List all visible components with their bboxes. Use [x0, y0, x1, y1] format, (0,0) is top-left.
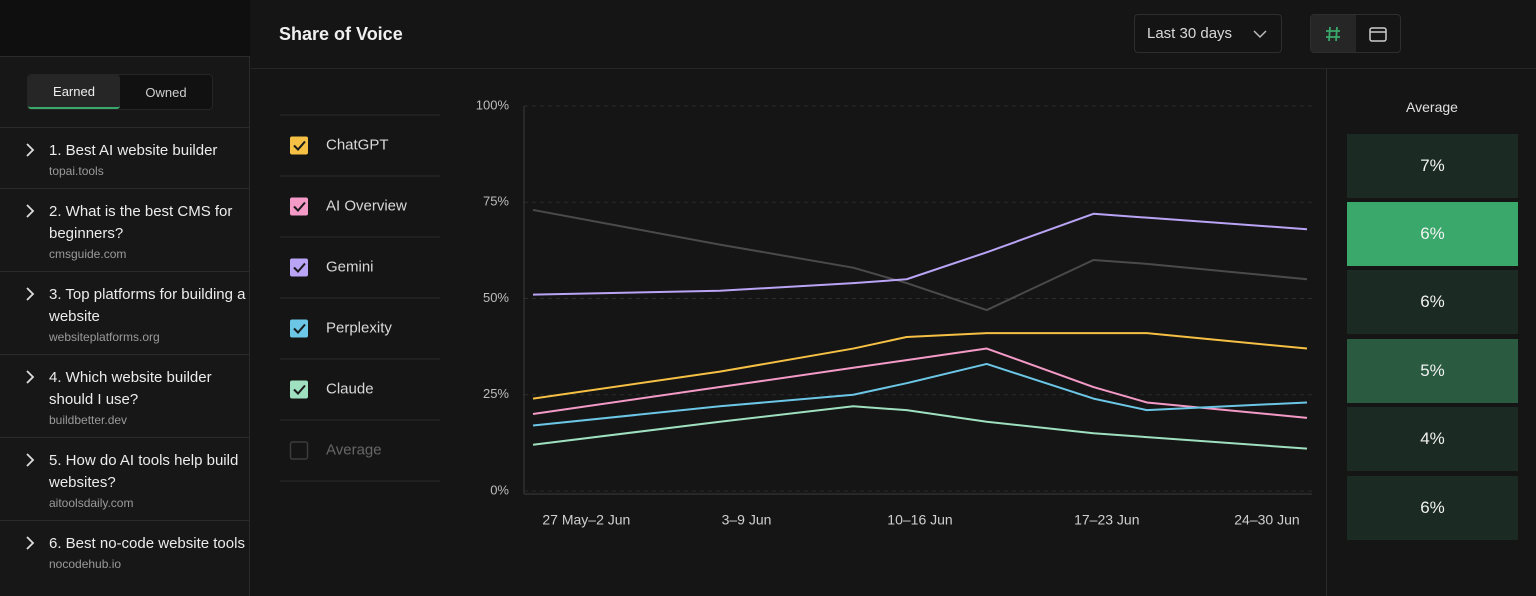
- average-tile: 4%: [1347, 407, 1518, 471]
- prompt-domain: cmsguide.com: [49, 247, 127, 261]
- tab[interactable]: Earned: [28, 75, 120, 109]
- chevron-icon: [26, 287, 35, 301]
- x-tick-label: 10–16 Jun: [887, 512, 952, 528]
- series-line: [532, 362, 1308, 427]
- prompt-item[interactable]: 3. Top platforms for building a website w…: [0, 271, 249, 354]
- prompt-title: 6. Best no-code website tools: [49, 535, 245, 552]
- chevron-icon: [26, 536, 35, 550]
- check-mark: [293, 140, 306, 151]
- chevron-icon: [26, 370, 35, 384]
- range-dropdown[interactable]: Last 30 days: [1134, 14, 1282, 53]
- legend-label: Claude: [326, 380, 374, 397]
- checkbox: [289, 441, 309, 460]
- prompt-domain: buildbetter.dev: [49, 413, 128, 427]
- prompt-item[interactable]: 5. How do AI tools help build websites? a…: [0, 437, 249, 520]
- legend-item[interactable]: ChatGPT: [290, 136, 389, 155]
- y-tick-label: 100%: [476, 97, 510, 112]
- average-tile: 6%: [1347, 476, 1518, 540]
- prompt-domain: websiteplatforms.org: [49, 330, 160, 344]
- check-mark: [293, 201, 306, 212]
- checkbox: [290, 197, 308, 216]
- average-tile: 5%: [1347, 339, 1518, 403]
- check-mark: [293, 262, 306, 273]
- prompt-item[interactable]: 4. Which website builder should I use? bu…: [0, 354, 249, 437]
- checkbox: [290, 136, 308, 155]
- view-toggle: [1310, 14, 1401, 53]
- legend-label: AI Overview: [326, 197, 407, 214]
- chart: 0% 25% 50% 75% 100% 27 May–2 Jun 3–9 Jun 10–16 …: [280, 97, 1312, 528]
- prompt-title: 4. Which website builder should I use?: [49, 369, 212, 408]
- legend-item[interactable]: Average: [289, 441, 382, 460]
- chevron-icon: [26, 143, 35, 157]
- average-title: Average: [1406, 99, 1458, 115]
- legend-item[interactable]: AI Overview: [290, 197, 407, 216]
- legend-item[interactable]: Perplexity: [290, 319, 392, 338]
- range-label: Last 30 days: [1147, 25, 1233, 42]
- average-tile: 6%: [1347, 202, 1518, 266]
- prompt-domain: topai.tools: [49, 164, 104, 178]
- check-mark: [293, 323, 306, 334]
- prompt-item[interactable]: 2. What is the best CMS for beginners? cm…: [0, 188, 249, 271]
- series-line: [532, 347, 1308, 419]
- page-title: Share of Voice: [279, 24, 403, 44]
- prompt-item[interactable]: 1. Best AI website builder topai.tools: [0, 127, 249, 188]
- y-tick-label: 50%: [483, 290, 509, 305]
- checkbox: [290, 258, 308, 277]
- series-line: [532, 212, 1308, 296]
- y-tick-label: 25%: [483, 386, 509, 401]
- chevron-icon: [26, 204, 35, 218]
- prompt-domain: nocodehub.io: [49, 557, 122, 571]
- y-tick-label: 75%: [483, 194, 509, 209]
- top-left-bar: [0, 0, 250, 56]
- average-tile: 7%: [1347, 134, 1518, 198]
- calendar-button[interactable]: [1356, 15, 1401, 52]
- series-line: [532, 405, 1308, 450]
- check-mark: [293, 384, 306, 395]
- checkbox: [290, 380, 308, 399]
- prompt-title: 3. Top platforms for building a website: [49, 286, 246, 325]
- prompt-title: 1. Best AI website builder: [49, 142, 218, 159]
- legend-label: Perplexity: [326, 319, 392, 336]
- series-line: [532, 332, 1308, 400]
- legend-label: Average: [326, 441, 382, 458]
- legend-item[interactable]: Claude: [290, 380, 374, 399]
- hash-icon: [1326, 26, 1341, 41]
- prompt-title: 5. How do AI tools help build websites?: [49, 452, 239, 491]
- sidebar: Earned Owned 1. Best AI website builder to…: [0, 56, 250, 596]
- tab-group: Earned Owned: [27, 74, 213, 110]
- checkbox: [290, 319, 308, 338]
- header-divider: [251, 68, 1536, 69]
- average-panel: Average 7% 6% 6% 5% 4% 6%: [1326, 69, 1536, 596]
- series-line: [532, 208, 1308, 312]
- prompt-domain: aitoolsdaily.com: [49, 496, 134, 510]
- legend-label: Gemini: [326, 258, 374, 275]
- chevron-icon: [1253, 30, 1267, 39]
- tab[interactable]: Owned: [145, 84, 187, 100]
- prompt-item[interactable]: 6. Best no-code website tools nocodehub.i…: [0, 520, 249, 581]
- x-tick-label: 27 May–2 Jun: [542, 512, 630, 528]
- x-tick-label: 3–9 Jun: [722, 512, 772, 528]
- chevron-icon: [26, 453, 35, 467]
- hash-button[interactable]: [1311, 15, 1356, 52]
- average-tile: 6%: [1347, 270, 1518, 334]
- prompt-list: 1. Best AI website builder topai.tools 2. …: [0, 127, 249, 581]
- prompt-title: 2. What is the best CMS for beginners?: [49, 203, 233, 242]
- calendar-icon: [1369, 26, 1387, 42]
- y-tick-label: 0%: [490, 482, 509, 497]
- x-tick-label: 24–30 Jun: [1234, 512, 1299, 528]
- x-tick-label: 17–23 Jun: [1074, 512, 1139, 528]
- legend-label: ChatGPT: [326, 136, 389, 153]
- legend-item[interactable]: Gemini: [290, 258, 374, 277]
